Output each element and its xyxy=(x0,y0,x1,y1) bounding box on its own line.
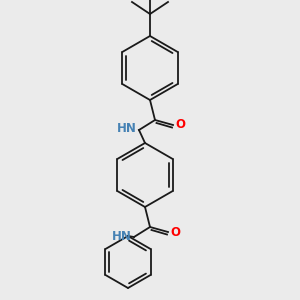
Text: O: O xyxy=(175,118,185,131)
Text: HN: HN xyxy=(112,230,132,242)
Text: O: O xyxy=(170,226,180,238)
Text: HN: HN xyxy=(117,122,137,136)
